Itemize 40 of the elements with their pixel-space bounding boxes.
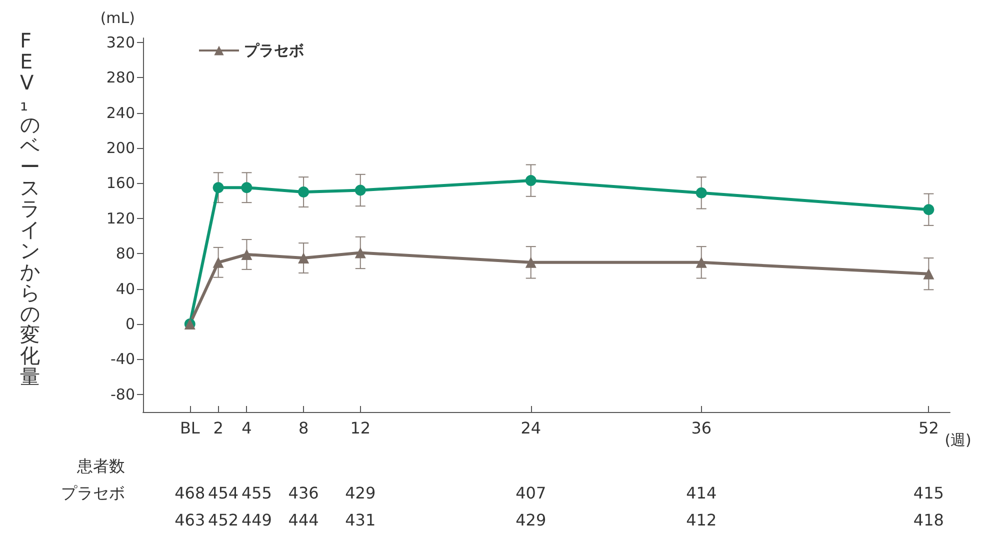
point	[241, 182, 252, 194]
point	[212, 182, 224, 194]
y-tick-label: -40	[110, 350, 135, 368]
y-tick-label: -80	[110, 385, 135, 404]
y-tick-label: 160	[106, 174, 135, 192]
point	[241, 248, 252, 260]
text: 患者数	[76, 456, 125, 476]
point	[923, 268, 934, 280]
text: プラセボ 468 454 455 436 429 407 414 415	[61, 484, 944, 502]
point	[354, 184, 366, 196]
point	[923, 204, 934, 216]
y-tick-label: 0	[125, 315, 135, 333]
x-tick-label: 8	[298, 418, 309, 438]
y-tick-label: 200	[106, 139, 135, 157]
point	[212, 256, 224, 268]
point	[525, 256, 536, 268]
y-tick-label: 120	[106, 209, 135, 228]
x-tick-label: 2	[213, 418, 224, 438]
x-axis-title: (週)	[944, 431, 972, 449]
x-tick-label: 24	[520, 418, 542, 438]
legend-label: プラセボ	[244, 42, 304, 60]
x-tick-label: 36	[691, 418, 712, 438]
point	[354, 247, 366, 258]
point	[525, 175, 536, 186]
point	[298, 186, 310, 198]
x-tick-label: BL	[180, 418, 200, 438]
text: 463 452 449 444 431 429 412 418	[174, 510, 944, 530]
y-tick-label: 80	[116, 244, 135, 263]
point	[696, 187, 707, 198]
x-tick-label: 4	[242, 418, 252, 438]
y-tick-label: 240	[106, 104, 135, 122]
y-tick-label: 40	[116, 280, 135, 298]
y-tick-label: 280	[106, 68, 135, 87]
x-tick-label: 52	[918, 418, 939, 438]
x-tick-label: 12	[350, 418, 371, 438]
point	[298, 252, 310, 264]
point	[696, 256, 707, 268]
text: (mL)	[100, 9, 135, 27]
y-tick-label: 320	[106, 33, 135, 52]
text: FEV₁のベースラインからの変化量	[20, 28, 40, 388]
